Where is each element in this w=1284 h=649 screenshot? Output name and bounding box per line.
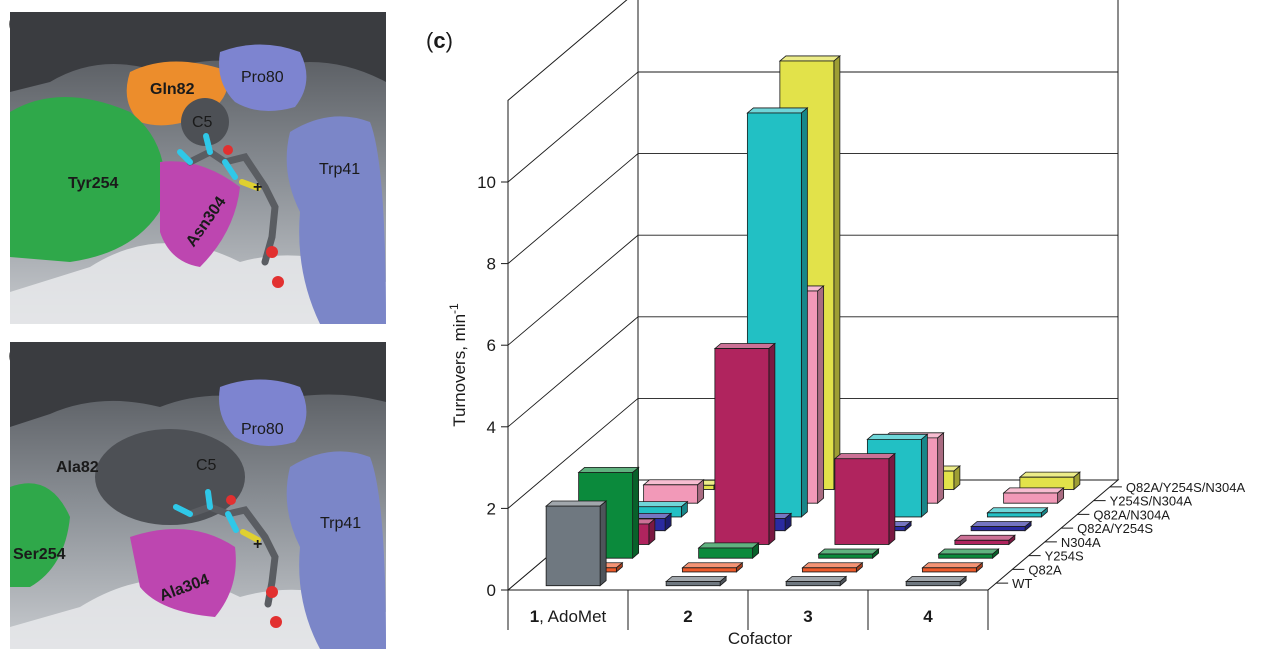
bar-y254s-cat4: [937, 548, 1000, 560]
y-axis: 0 2 4 6 8 10: [477, 173, 508, 600]
label-ala82: Ala82: [56, 459, 99, 476]
y-tick-label: 10: [477, 173, 496, 192]
panel-b-protein-render: Ala82 Pro80 C5 Ser254 Ala304 Trp41 +: [10, 342, 386, 649]
bar-q82a-y254s-n304a-cat4: [1018, 471, 1081, 491]
y-tick-label: 4: [487, 418, 496, 437]
gridline: [507, 153, 1118, 264]
bar-n304a-cat2: [713, 342, 776, 546]
series-label-q82a: Q82A: [1028, 562, 1062, 577]
bar-y254s-n304a-cat4: [1002, 487, 1065, 505]
surface-dark-region: [10, 12, 386, 92]
x-axis-title: Cofactor: [728, 629, 793, 648]
x-tick-label: 1, AdoMet: [530, 607, 607, 626]
bar-y254s-cat2: [697, 542, 760, 560]
bar-wt-cat4: [905, 575, 968, 587]
panel-b-structure-image: Ala82 Pro80 C5 Ser254 Ala304 Trp41 +: [10, 342, 386, 649]
chart-bars: [545, 55, 1081, 587]
series-depth-axis: WTQ82AY254SN304AQ82A/Y254SQ82A/N304AY254…: [996, 480, 1245, 591]
label-tyr254: Tyr254: [68, 175, 119, 192]
label-c5: C5: [192, 114, 213, 131]
series-label-n304a: N304A: [1061, 535, 1101, 550]
y-tick-label: 8: [487, 255, 496, 274]
bar-wt-cat3: [785, 575, 848, 587]
x-tick-label: 2: [683, 607, 692, 626]
cofactor-h-atoms: [177, 133, 238, 180]
bar-n304a-cat3: [833, 452, 896, 546]
trp41-surface: [286, 451, 386, 649]
bar-q82a-n304a-cat4: [986, 506, 1049, 518]
bar-y254s-cat3: [817, 548, 880, 560]
cofactor-sticks: [186, 147, 279, 266]
x-tick-label: 4: [923, 607, 933, 626]
label-plus-charge: +: [253, 536, 262, 553]
gridline: [507, 397, 1118, 509]
series-label-q82a-n304a: Q82A/N304A: [1093, 507, 1170, 522]
label-gln82: Gln82: [150, 81, 195, 98]
panel-a-protein-render: Gln82 Pro80 C5 Tyr254 Asn304 Trp41 +: [10, 12, 386, 324]
bar-wt-cat2: [665, 575, 728, 587]
gridline: [507, 234, 1118, 346]
y-tick-label: 6: [487, 336, 496, 355]
y-tick-label: 0: [487, 581, 496, 600]
bar-wt-cat1: [545, 500, 608, 587]
bar-n304a-cat4: [953, 534, 1016, 546]
ser254-surface: [10, 483, 70, 587]
label-ser254: Ser254: [13, 546, 66, 563]
bar-q82a-cat4: [921, 561, 984, 573]
y-axis-title: Turnovers, min-1: [447, 303, 469, 427]
label-plus-charge: +: [253, 179, 262, 196]
cofactor-sticks: [186, 503, 279, 608]
bar-q82a-cat3: [801, 561, 864, 573]
bar-q82a-y254s-cat4: [970, 520, 1033, 532]
bar-q82a-cat2: [681, 561, 744, 573]
label-pro80: Pro80: [241, 421, 284, 438]
y-tick-label: 2: [487, 499, 496, 518]
label-c5: C5: [196, 457, 217, 474]
x-axis: 1, AdoMet 2 3 4: [507, 590, 989, 630]
label-trp41: Trp41: [319, 161, 360, 178]
pro80-surface: [219, 379, 307, 446]
surface-dark-region: [10, 342, 386, 427]
series-label-y254s-n304a: Y254S/N304A: [1110, 494, 1193, 509]
series-label-y254s: Y254S: [1045, 549, 1084, 564]
label-pro80: Pro80: [241, 69, 284, 86]
gridline: [507, 71, 1118, 183]
panel-c-letter: (c): [426, 28, 453, 53]
series-label-wt: WT: [1012, 576, 1032, 591]
ala304-surface: [130, 529, 236, 617]
label-trp41: Trp41: [320, 515, 361, 532]
tyr254-surface: [10, 97, 166, 262]
trp41-surface: [286, 116, 386, 324]
bar-y254s-n304a-cat1: [642, 478, 705, 505]
cofactor-h-atoms: [173, 489, 239, 533]
series-label-q82a-y254s: Q82A/Y254S: [1077, 521, 1153, 536]
x-tick-label: 3: [803, 607, 812, 626]
asn304-surface: [160, 161, 240, 267]
panel-a-structure-image: Gln82 Pro80 C5 Tyr254 Asn304 Trp41 +: [10, 12, 386, 324]
series-label-q82a-y254s-n304a: Q82A/Y254S/N304A: [1126, 480, 1246, 495]
gridline: [507, 316, 1118, 428]
c5-sphere: [181, 98, 229, 146]
pro80-surface: [219, 44, 307, 111]
